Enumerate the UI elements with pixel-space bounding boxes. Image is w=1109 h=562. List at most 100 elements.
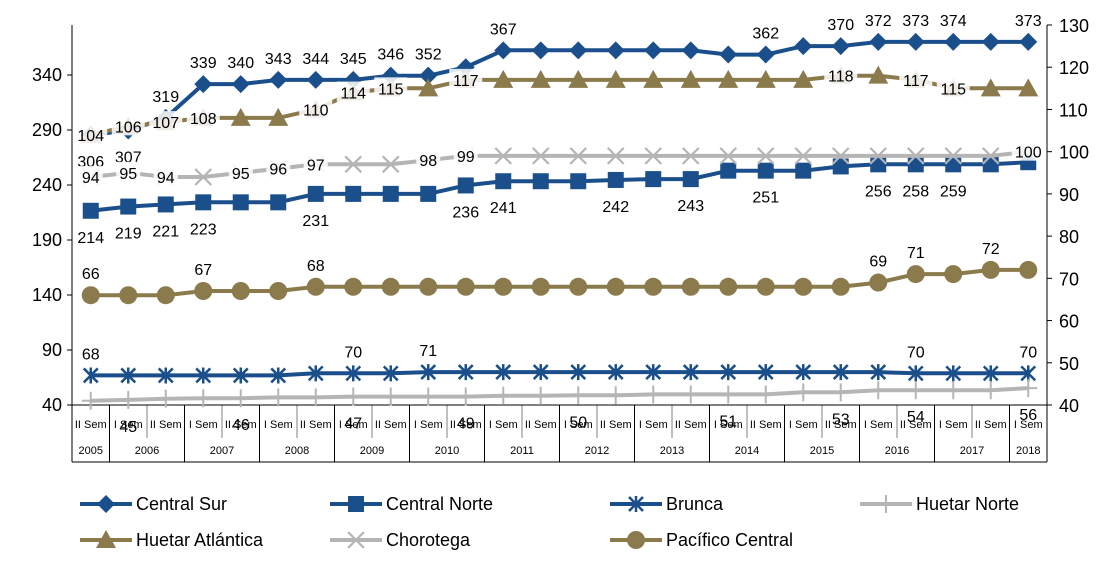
data-point: [944, 381, 963, 400]
x-period-label: I Sem: [114, 419, 143, 431]
data-label: 214: [77, 230, 104, 247]
data-label: 251: [752, 190, 779, 207]
data-point: [906, 32, 925, 51]
data-point: [494, 277, 513, 296]
data-label-bg: [266, 157, 291, 178]
x-year-label: 2014: [735, 445, 759, 457]
data-point: [607, 364, 624, 381]
data-point: [120, 367, 137, 384]
data-point: [231, 75, 250, 94]
data-label: 117: [903, 73, 929, 90]
data-label: 346: [377, 47, 404, 64]
data-point: [681, 277, 700, 296]
data-label: 71: [907, 245, 925, 262]
data-point: [530, 69, 551, 88]
data-point: [570, 364, 587, 381]
data-point: [981, 260, 1000, 279]
data-label-bg: [824, 64, 858, 85]
data-point: [681, 147, 700, 165]
data-point: [269, 70, 288, 89]
data-point: [420, 185, 437, 202]
data-point: [381, 387, 400, 406]
data-point: [681, 385, 700, 404]
data-point: [757, 162, 774, 179]
data-label-bg: [153, 166, 178, 186]
data-point: [456, 387, 475, 406]
x-year-label: 2008: [285, 445, 309, 457]
data-label: 67: [194, 262, 212, 279]
data-label: 69: [869, 254, 887, 271]
x-year-label: 2018: [1016, 445, 1040, 457]
left-tick-label: 90: [42, 340, 62, 360]
x-period-label: I Sem: [564, 419, 593, 431]
x-year-label: 2009: [360, 445, 384, 457]
data-point: [644, 147, 663, 165]
data-point: [607, 171, 624, 188]
data-label: 219: [115, 226, 142, 243]
data-point: [82, 367, 99, 384]
data-label: 117: [453, 73, 479, 90]
data-label: 50: [569, 414, 587, 431]
x-period-label: I Sem: [939, 419, 968, 431]
data-point: [906, 265, 925, 284]
data-point: [831, 147, 850, 165]
data-point: [345, 185, 362, 202]
legend-marker: [96, 530, 116, 548]
data-point: [531, 147, 550, 165]
x-year-label: 2012: [585, 445, 609, 457]
data-label: 68: [82, 346, 100, 363]
x-period-label: II Sem: [675, 419, 707, 431]
data-point: [419, 387, 438, 406]
data-label: 54: [907, 409, 925, 426]
data-label-bg: [228, 161, 253, 182]
data-point: [270, 194, 287, 211]
data-label-bg: [1011, 140, 1045, 161]
data-point: [1019, 379, 1038, 398]
right-tick-label: 90: [1059, 185, 1079, 205]
data-label: 118: [828, 69, 854, 86]
legend-marker: [628, 496, 644, 512]
data-point: [832, 364, 849, 381]
data-point: [419, 66, 438, 85]
data-label-bg: [374, 77, 408, 98]
data-label: 256: [865, 183, 892, 200]
data-point: [756, 277, 775, 296]
data-point: [81, 391, 100, 410]
data-point: [719, 147, 738, 165]
legend-marker: [627, 531, 645, 549]
data-point: [345, 365, 362, 382]
x-year-label: 2015: [810, 445, 834, 457]
data-label-bg: [299, 98, 333, 119]
x-year-label: 2007: [210, 445, 234, 457]
data-point: [457, 177, 474, 194]
data-point: [344, 387, 363, 406]
data-label: 66: [82, 266, 100, 283]
data-label: 53: [832, 411, 850, 428]
data-point: [832, 158, 849, 175]
data-point: [194, 168, 213, 186]
data-point: [645, 171, 662, 188]
x-year-label: 2013: [660, 445, 684, 457]
x-period-label: II Sem: [900, 419, 932, 431]
data-point: [194, 389, 213, 408]
data-point: [382, 365, 399, 382]
x-period-label: II Sem: [525, 419, 557, 431]
data-point: [420, 364, 437, 381]
data-label: 370: [827, 17, 854, 34]
right-tick-label: 60: [1059, 312, 1079, 332]
data-point: [981, 381, 1000, 400]
x-period-label: I Sem: [714, 419, 743, 431]
data-label-bg: [453, 144, 478, 165]
data-point: [907, 365, 924, 382]
data-point: [456, 277, 475, 296]
data-point: [531, 277, 550, 296]
data-label: 98: [419, 153, 437, 170]
data-label-bg: [899, 68, 933, 89]
x-period-label: I Sem: [1014, 419, 1043, 431]
x-year-label: 2010: [435, 445, 459, 457]
x-period-label: I Sem: [339, 419, 368, 431]
data-point: [756, 147, 775, 165]
data-point: [794, 147, 813, 165]
data-point: [307, 185, 324, 202]
data-label: 243: [677, 198, 704, 215]
